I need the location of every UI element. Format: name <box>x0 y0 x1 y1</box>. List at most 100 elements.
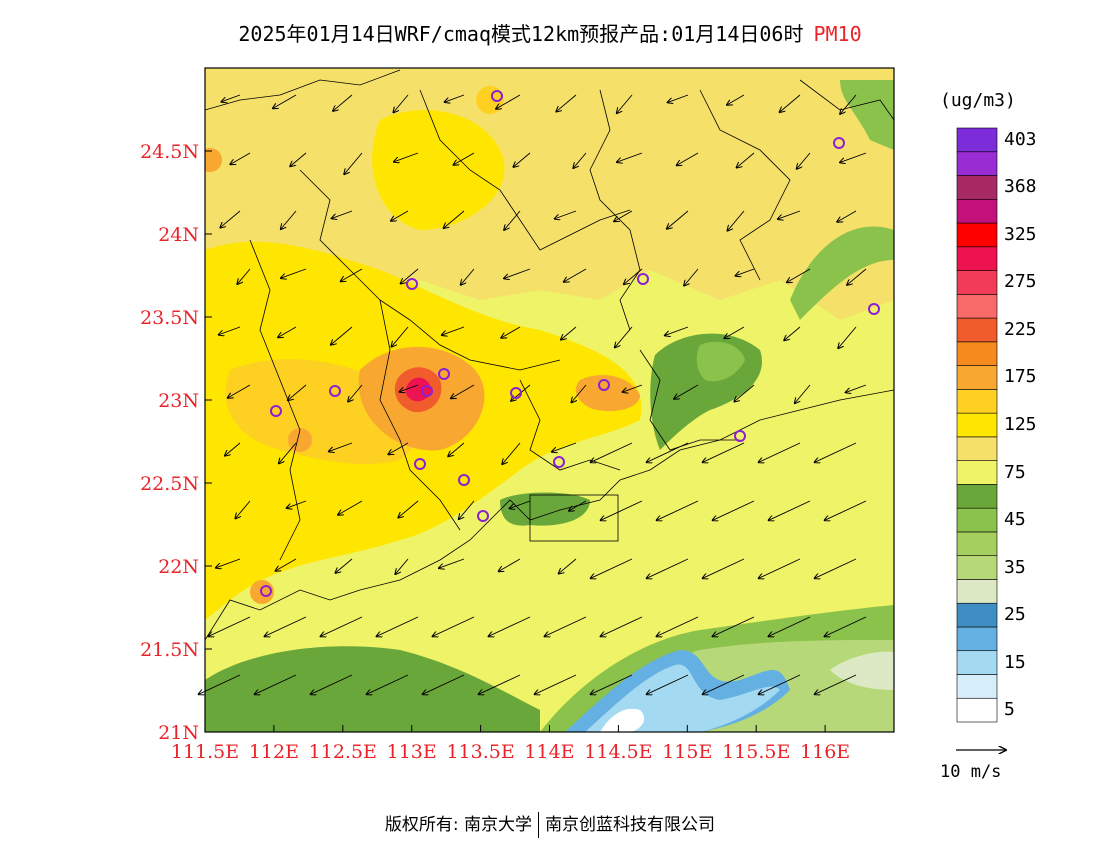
title-text: 2025年01月14日WRF/cmaq模式12km预报产品:01月14日06时 <box>238 22 804 46</box>
wind-vector <box>768 616 811 636</box>
wind-vector <box>254 674 297 694</box>
colorbar-segment <box>956 507 998 533</box>
wind-vector <box>509 500 531 509</box>
station-marker <box>414 458 426 470</box>
wind-vector <box>768 500 811 520</box>
wind-vector <box>501 326 521 338</box>
wind-vector <box>727 94 745 105</box>
field-pale-se <box>830 651 894 690</box>
wind-vector <box>394 152 419 162</box>
wind-vector <box>391 210 409 221</box>
wind-vector <box>684 268 699 286</box>
wind-vector <box>278 326 297 338</box>
wind-vector <box>329 442 353 452</box>
wind-vector <box>676 152 699 166</box>
wind-vector <box>338 500 363 515</box>
wind-vector <box>439 558 465 568</box>
station-marker <box>458 474 470 486</box>
wind-vector <box>646 442 689 462</box>
lat-tick-label: 21.5N <box>140 639 199 661</box>
wind-vector <box>667 210 689 229</box>
wind-vector <box>590 558 633 578</box>
lon-tick-label: 114E <box>524 741 574 763</box>
wind-vector <box>331 210 353 219</box>
lat-tick-label: 23N <box>158 390 199 412</box>
credit-left: 版权所有: 南京大学 <box>384 815 533 835</box>
wind-vector <box>504 268 531 279</box>
lon-tick-label: 112.5E <box>309 741 377 763</box>
colorbar-segment <box>956 460 998 485</box>
wind-vector <box>221 94 241 102</box>
lon-tick-label: 111.5E <box>171 741 239 763</box>
station-marker <box>260 585 272 597</box>
colorbar-label: 5 <box>1004 699 1015 721</box>
wind-vector <box>646 558 689 578</box>
boundary-2 <box>299 169 561 371</box>
colorbar-segment <box>956 389 998 414</box>
wind-vector <box>534 674 577 694</box>
colorbar-segment <box>956 270 998 295</box>
station-markers <box>260 90 880 597</box>
wind-vector <box>310 674 353 694</box>
wind-vector <box>758 674 801 694</box>
wind-vector <box>235 500 251 519</box>
wind-vector <box>563 268 587 282</box>
lat-tick-label: 23.5N <box>140 307 199 329</box>
colorbar-label: 225 <box>1004 318 1037 340</box>
wind-vector <box>590 442 633 462</box>
field-green-sw-sea <box>205 646 540 732</box>
wind-vector <box>617 152 643 162</box>
lat-tick-label: 24N <box>158 224 199 246</box>
wind-vector <box>712 500 755 520</box>
colorbar-label: 25 <box>1004 604 1026 626</box>
wind-vector <box>840 152 867 163</box>
wind-vector <box>758 558 801 578</box>
station-marker <box>510 387 522 399</box>
field-green-east <box>790 226 894 320</box>
wind-vector <box>216 558 241 568</box>
wind-vector <box>600 500 643 520</box>
wind-vector <box>451 384 475 399</box>
colorbar <box>956 127 998 723</box>
station-marker <box>868 303 880 315</box>
wind-vector <box>279 442 297 464</box>
wind-vector <box>441 326 465 335</box>
wind-vector <box>398 500 419 518</box>
wind-vector <box>674 384 699 399</box>
wind-vector <box>845 384 867 393</box>
wind-vector <box>561 326 577 340</box>
station-marker <box>477 510 489 522</box>
wind-vector <box>227 384 251 398</box>
wind-vector <box>393 94 409 113</box>
hotspot-nw <box>205 148 222 172</box>
lon-tick-label: 113E <box>387 741 437 763</box>
station-marker <box>406 278 418 290</box>
lat-tick-label: 22N <box>158 556 199 578</box>
wind-vector <box>335 558 353 573</box>
wind-vector <box>366 674 409 694</box>
wind-vector <box>787 268 811 283</box>
colorbar-label: 325 <box>1004 223 1037 245</box>
wind-vector <box>264 616 307 636</box>
wind-vector <box>448 442 465 456</box>
colorbar-segment <box>956 484 998 509</box>
colorbar-segment <box>956 151 998 176</box>
boundary-5 <box>699 89 791 281</box>
wind-vector <box>399 384 419 392</box>
wind-vector <box>344 152 363 174</box>
colorbar-label: 368 <box>1004 176 1037 198</box>
field-orange-east <box>575 375 640 412</box>
wind-vector <box>513 152 531 167</box>
lat-tick-label: 21N <box>158 722 199 744</box>
wind-vector <box>400 268 419 284</box>
colorbar-segment <box>956 365 998 390</box>
wind-vector <box>290 152 307 166</box>
wind-vector <box>453 152 475 165</box>
wind-vector <box>615 326 633 348</box>
wind-vector <box>622 384 643 392</box>
wind-vector <box>814 558 857 578</box>
wind-vector <box>847 268 867 285</box>
boundary-6 <box>799 79 894 121</box>
wind-vector <box>667 94 689 103</box>
colorbar-segment <box>956 175 998 200</box>
